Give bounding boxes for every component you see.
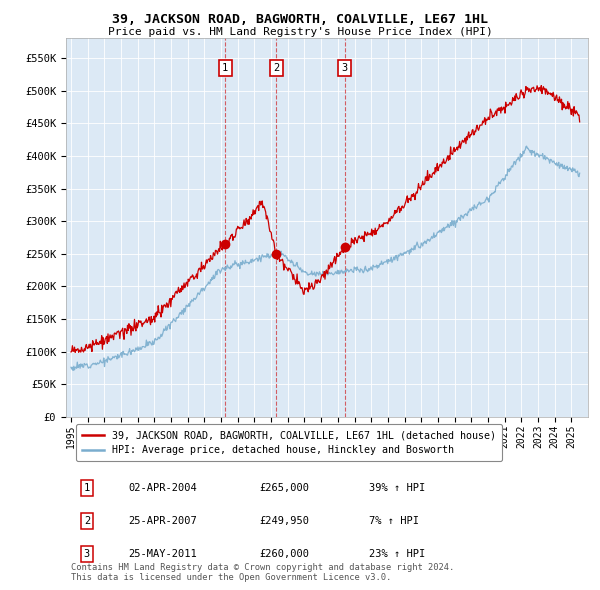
Text: Price paid vs. HM Land Registry's House Price Index (HPI): Price paid vs. HM Land Registry's House … xyxy=(107,27,493,37)
Text: £249,950: £249,950 xyxy=(259,516,309,526)
Text: 02-APR-2004: 02-APR-2004 xyxy=(128,483,197,493)
Text: 1: 1 xyxy=(84,483,90,493)
Text: 3: 3 xyxy=(84,549,90,559)
Text: 39% ↑ HPI: 39% ↑ HPI xyxy=(369,483,425,493)
Text: £260,000: £260,000 xyxy=(259,549,309,559)
Text: Contains HM Land Registry data © Crown copyright and database right 2024.
This d: Contains HM Land Registry data © Crown c… xyxy=(71,563,454,582)
Legend: 39, JACKSON ROAD, BAGWORTH, COALVILLE, LE67 1HL (detached house), HPI: Average p: 39, JACKSON ROAD, BAGWORTH, COALVILLE, L… xyxy=(76,424,502,461)
Text: 25-MAY-2011: 25-MAY-2011 xyxy=(128,549,197,559)
Text: 39, JACKSON ROAD, BAGWORTH, COALVILLE, LE67 1HL: 39, JACKSON ROAD, BAGWORTH, COALVILLE, L… xyxy=(112,13,488,26)
Text: 2: 2 xyxy=(274,63,280,73)
Text: 23% ↑ HPI: 23% ↑ HPI xyxy=(369,549,425,559)
Text: 2: 2 xyxy=(84,516,90,526)
Text: 3: 3 xyxy=(341,63,347,73)
Text: £265,000: £265,000 xyxy=(259,483,309,493)
Text: 1: 1 xyxy=(222,63,229,73)
Text: 25-APR-2007: 25-APR-2007 xyxy=(128,516,197,526)
Text: 7% ↑ HPI: 7% ↑ HPI xyxy=(369,516,419,526)
